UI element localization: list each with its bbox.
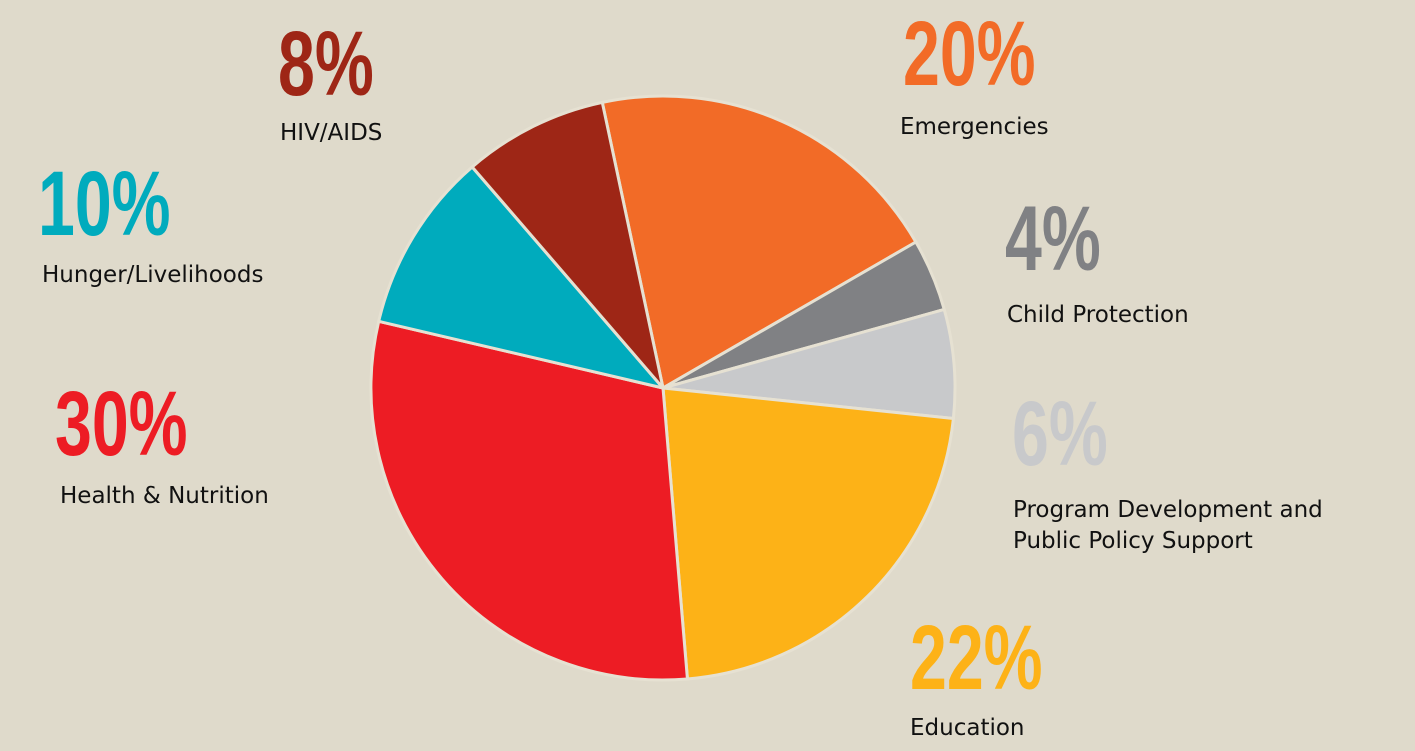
category-label: Hunger/Livelihoods: [42, 262, 264, 288]
percent-label: 30%: [55, 373, 188, 475]
percent-label: 6%: [1012, 383, 1108, 485]
pie-slice: [377, 165, 665, 390]
category-label: HIV/AIDS: [280, 120, 383, 146]
pie-slice: [369, 319, 689, 682]
pie-slice: [600, 94, 918, 390]
pie-slice: [661, 386, 955, 681]
category-label: Education: [910, 715, 1025, 741]
percent-label: 8%: [278, 13, 374, 115]
category-label: Child Protection: [1007, 302, 1189, 328]
category-label: Health & Nutrition: [60, 483, 269, 509]
pie-slice: [470, 100, 665, 390]
percent-label: 20%: [903, 3, 1036, 105]
percent-label: 22%: [910, 607, 1043, 709]
category-label: Emergencies: [900, 114, 1049, 140]
category-label: Program Development and Public Policy Su…: [1013, 497, 1323, 554]
percent-label: 4%: [1005, 188, 1101, 290]
percent-label: 10%: [38, 153, 171, 255]
